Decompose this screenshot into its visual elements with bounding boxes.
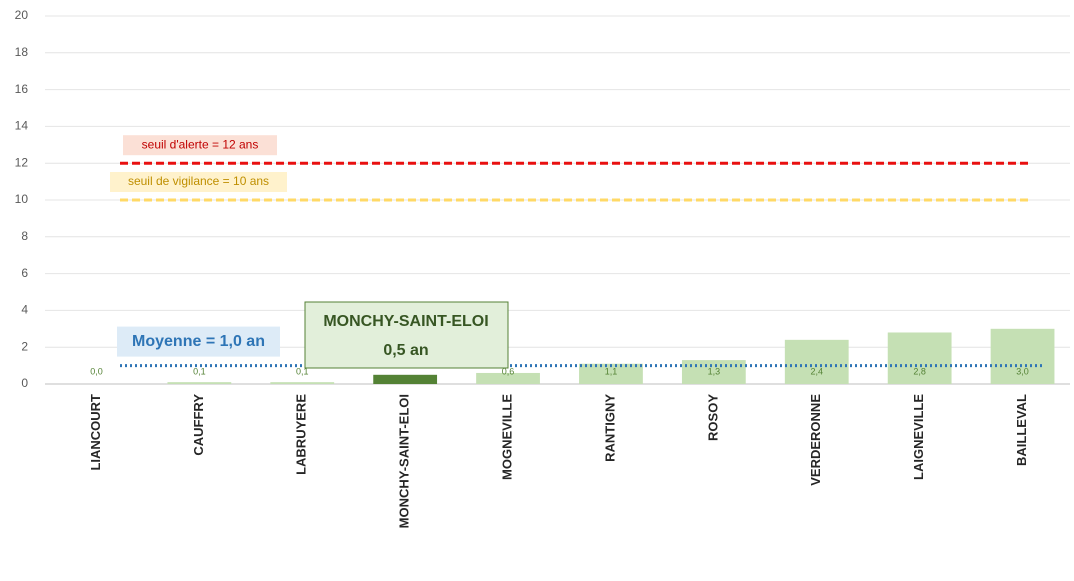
y-tick-label: 10	[15, 192, 29, 206]
reference-label: Moyenne = 1,0 an	[132, 333, 265, 350]
y-tick-label: 8	[21, 229, 28, 243]
bar	[681, 360, 746, 384]
y-tick-label: 18	[15, 45, 29, 59]
data-label: 0,1	[296, 366, 309, 376]
highlight-callout	[304, 301, 509, 369]
x-tick-label: RANTIGNY	[602, 394, 617, 462]
reference-label-box	[117, 326, 280, 357]
highlight-name: MONCHY-SAINT-ELOI	[323, 313, 488, 330]
bar	[270, 382, 335, 384]
y-tick-label: 0	[21, 376, 28, 390]
y-tick-label: 12	[15, 155, 29, 169]
y-tick-label: 6	[21, 266, 28, 280]
data-label: 2,4	[810, 366, 823, 376]
reference-label-box	[123, 135, 277, 156]
bar	[784, 339, 849, 384]
reference-label: seuil d'alerte = 12 ans	[142, 137, 259, 151]
x-tick-label: LIANCOURT	[88, 394, 103, 471]
data-label: 1,1	[605, 366, 618, 376]
bar	[887, 332, 952, 384]
x-tick-label: MOGNEVILLE	[499, 394, 514, 480]
y-tick-label: 20	[15, 8, 29, 22]
bar	[990, 328, 1055, 384]
reference-label: seuil de vigilance = 10 ans	[128, 174, 269, 188]
x-tick-label: LABRUYERE	[294, 394, 309, 475]
data-label: 0,1	[193, 366, 206, 376]
x-tick-label: LAIGNEVILLE	[911, 394, 926, 480]
reference-label-box	[110, 172, 287, 192]
bar	[476, 372, 540, 384]
data-label: 1,3	[708, 366, 721, 376]
data-label: 3,0	[1016, 366, 1029, 376]
y-tick-label: 4	[21, 303, 28, 317]
data-label: 0,6	[502, 366, 515, 376]
highlight-value: 0,5 an	[383, 342, 428, 359]
x-tick-label: BAILLEVAL	[1014, 394, 1029, 466]
bar	[167, 382, 232, 384]
x-tick-label: MONCHY-SAINT-ELOI	[397, 394, 412, 528]
y-tick-label: 2	[21, 339, 28, 353]
x-tick-label: ROSOY	[705, 394, 720, 441]
y-tick-label: 14	[15, 119, 29, 133]
data-label: 2,8	[913, 366, 926, 376]
x-tick-label: VERDERONNE	[808, 394, 823, 486]
x-tick-label: CAUFFRY	[191, 394, 206, 456]
bar	[579, 363, 643, 384]
data-label: 0,0	[90, 366, 103, 376]
y-tick-label: 16	[15, 82, 29, 96]
bar	[373, 374, 438, 384]
